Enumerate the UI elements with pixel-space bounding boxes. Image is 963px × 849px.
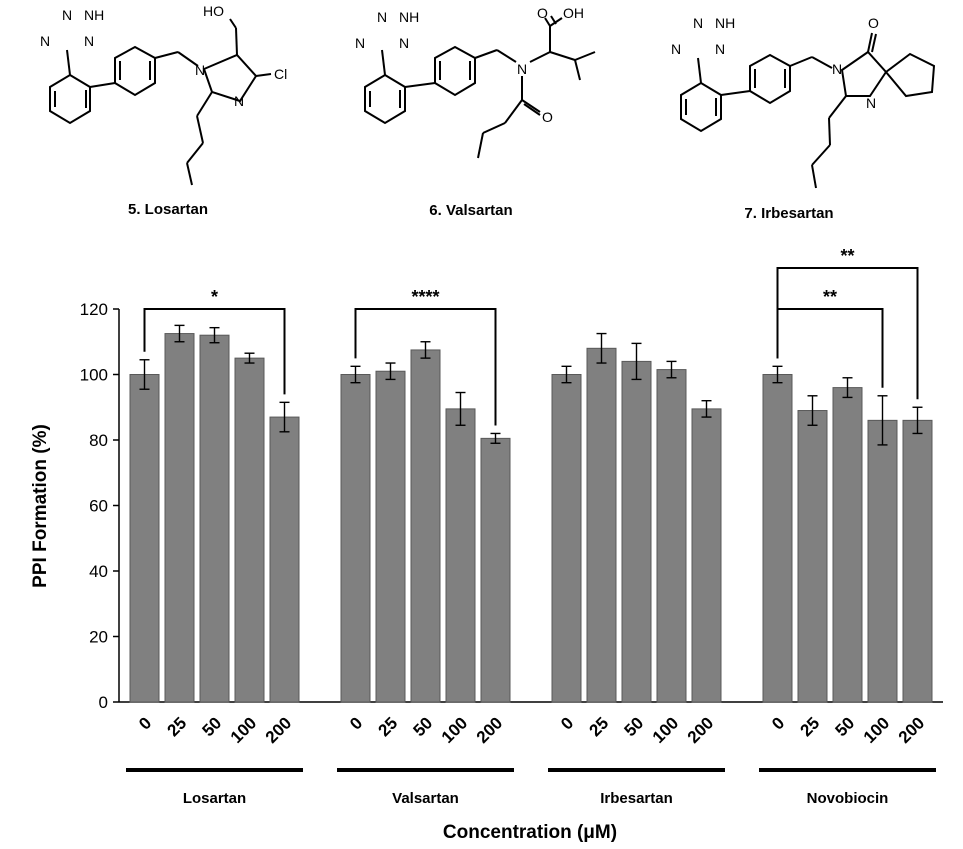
x-tick-label: 0 [768, 713, 788, 733]
bar [410, 349, 441, 703]
atom-label: NH [399, 9, 419, 25]
atom-label: O [537, 5, 548, 21]
x-tick-label: 100 [227, 713, 260, 746]
y-tick-label: 120 [80, 300, 108, 319]
bar [551, 374, 582, 703]
atom-label: N [693, 15, 703, 31]
x-tick-label: 50 [410, 713, 437, 740]
atom-label: HO [203, 3, 224, 19]
bar [340, 374, 371, 703]
atom-label: N [62, 7, 72, 23]
group-label: Losartan [183, 790, 246, 807]
x-tick-label: 0 [557, 713, 577, 733]
x-tick-label: 100 [860, 713, 893, 746]
atom-label: N [234, 93, 244, 109]
bar-chart: PPI Formation (%) Concentration (μM) 0 20… [30, 246, 943, 843]
atom-label: N [195, 62, 205, 78]
x-axis-title: Concentration (μM) [443, 822, 617, 843]
bar [762, 374, 793, 703]
group-label: Irbesartan [600, 790, 673, 807]
x-tick-label: 200 [262, 713, 295, 746]
significance-bracket [354, 308, 497, 426]
atom-label: N [355, 35, 365, 51]
atom-label: Cl [274, 66, 287, 82]
y-tick-label: 20 [89, 628, 108, 647]
structure-valsartan [364, 15, 596, 159]
bar [199, 334, 230, 703]
bar [234, 357, 265, 703]
atom-label: N [715, 41, 725, 57]
group-label: Valsartan [392, 790, 459, 807]
bar [832, 387, 863, 703]
bar [621, 360, 652, 703]
significance-bracket [776, 308, 884, 388]
significance-label: **** [411, 287, 439, 307]
y-tick-label: 0 [99, 693, 108, 712]
chemical-structures: N N NH N HO N Cl N 5. Losartan [40, 3, 936, 222]
structure-irbesartan [680, 32, 936, 189]
bar [797, 410, 828, 703]
bar [656, 369, 687, 703]
x-tick-label: 100 [438, 713, 471, 746]
significance-label: * [211, 287, 218, 307]
atom-label: NH [84, 7, 104, 23]
atom-label: N [40, 33, 50, 49]
x-tick-label: 25 [375, 713, 402, 740]
x-tick-label: 200 [473, 713, 506, 746]
y-axis-title: PPI Formation (%) [30, 424, 51, 588]
structure-losartan [49, 18, 272, 186]
y-tick-label: 60 [89, 497, 108, 516]
atom-label: N [832, 61, 842, 77]
x-tick-label: 200 [895, 713, 928, 746]
x-tick-label: 200 [684, 713, 717, 746]
structure-caption: 7. Irbesartan [744, 205, 833, 222]
bar [445, 408, 476, 703]
significance-label: ** [840, 246, 854, 266]
structure-caption: 5. Losartan [128, 201, 208, 218]
bar [902, 419, 933, 703]
atom-label: N [399, 35, 409, 51]
atom-label: N [517, 61, 527, 77]
bar [586, 347, 617, 703]
x-tick-label: 50 [199, 713, 226, 740]
bar [480, 437, 511, 703]
x-tick-label: 25 [797, 713, 824, 740]
x-tick-label: 50 [621, 713, 648, 740]
x-tick-label: 100 [649, 713, 682, 746]
y-tick-label: 40 [89, 562, 108, 581]
x-tick-label: 0 [346, 713, 366, 733]
group-label: Novobiocin [807, 790, 889, 807]
y-tick-label: 80 [89, 431, 108, 450]
bar [164, 333, 195, 703]
bar [867, 419, 898, 703]
atom-label: OH [563, 5, 584, 21]
atom-label: O [542, 109, 553, 125]
significance-bracket [776, 267, 919, 400]
bar [375, 370, 406, 703]
atom-label: N [671, 41, 681, 57]
atom-label: N [866, 95, 876, 111]
atom-label: O [868, 15, 879, 31]
bar [269, 416, 300, 703]
atom-label: N [377, 9, 387, 25]
atom-label: N [84, 33, 94, 49]
x-tick-label: 50 [832, 713, 859, 740]
x-tick-label: 25 [164, 713, 191, 740]
structure-caption: 6. Valsartan [429, 202, 512, 219]
bar [129, 374, 160, 703]
x-tick-label: 0 [135, 713, 155, 733]
significance-bracket [143, 308, 286, 395]
significance-label: ** [823, 287, 837, 307]
y-tick-label: 100 [80, 366, 108, 385]
bar [691, 408, 722, 703]
x-tick-label: 25 [586, 713, 613, 740]
atom-label: NH [715, 15, 735, 31]
